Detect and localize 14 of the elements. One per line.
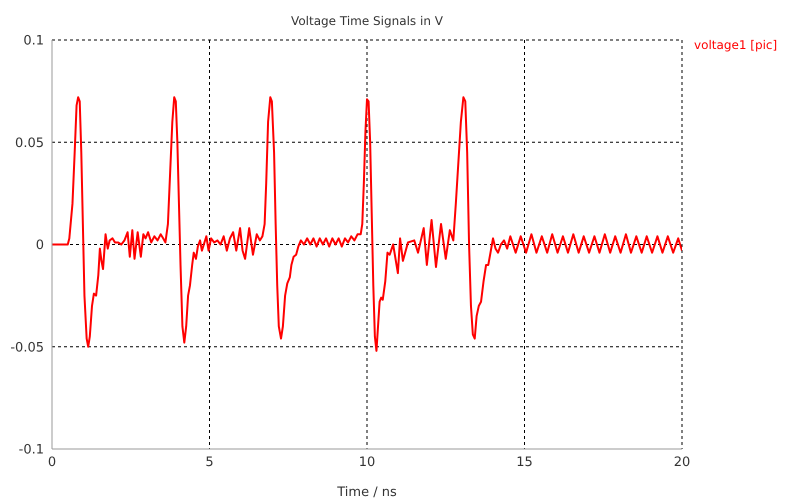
y-tick-label: 0.1: [23, 34, 44, 49]
text: voltage1 [pic]: [694, 38, 778, 52]
y-tick-label: 0.05: [15, 136, 44, 151]
y-tick-label: -0.1: [18, 442, 44, 458]
y-tick-label: 0: [36, 238, 44, 254]
chart-title: Voltage Time Signals in V: [290, 14, 444, 28]
line-series: [52, 96, 682, 352]
y-tick-label: -0.05: [10, 340, 44, 356]
x-tick-label: 15: [516, 455, 533, 470]
x-tick-label: 10: [358, 455, 376, 470]
x-tick-label: 20: [674, 455, 690, 470]
x-axis-title: Time / ns: [336, 485, 397, 500]
x-tick-label: 0: [48, 455, 56, 470]
x-tick-label: 5: [205, 455, 214, 470]
